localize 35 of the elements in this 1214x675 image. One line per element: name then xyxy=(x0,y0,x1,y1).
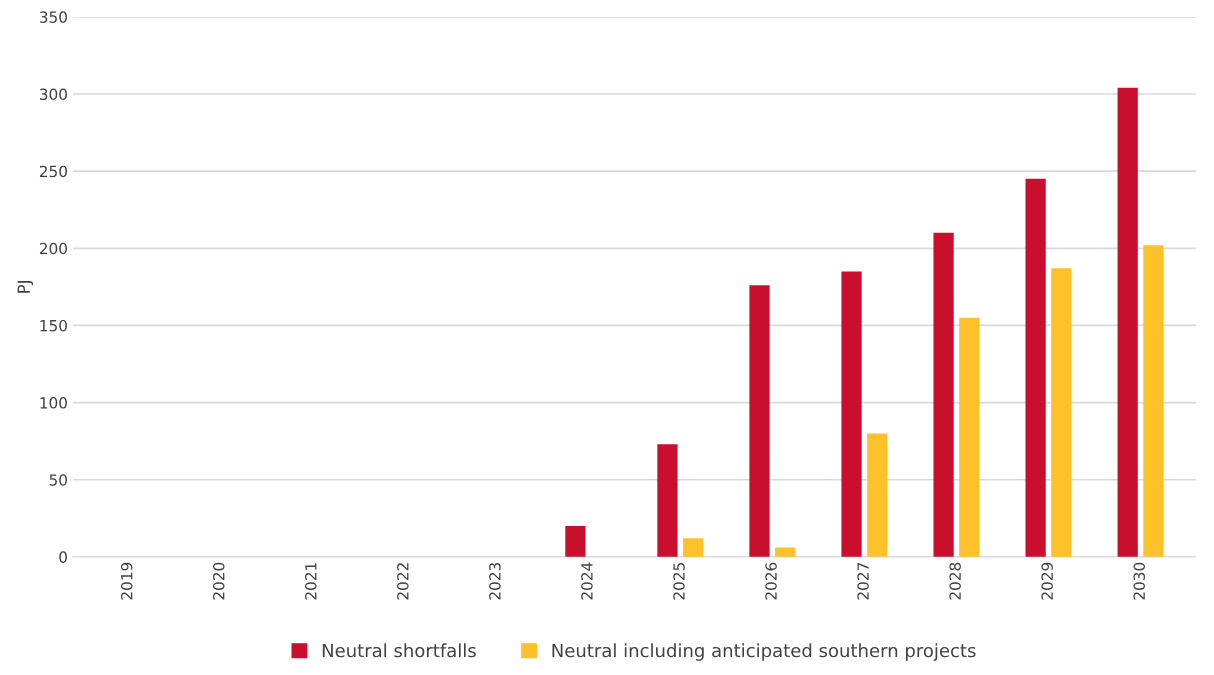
bar xyxy=(1117,87,1138,557)
x-tick-label: 2022 xyxy=(397,563,409,600)
y-tick-label: 200 xyxy=(39,242,67,255)
x-tick-label: 2023 xyxy=(489,562,501,600)
x-tick-label: 2030 xyxy=(1133,562,1145,600)
bar xyxy=(1025,178,1046,557)
bar xyxy=(683,538,704,557)
x-tick-label: 2019 xyxy=(120,562,133,600)
bar xyxy=(749,285,770,557)
bar xyxy=(959,317,980,557)
legend-label: Neutral shortfalls xyxy=(322,643,476,658)
x-tick-label: 2024 xyxy=(581,562,593,600)
bar xyxy=(565,526,586,557)
y-tick-label: 300 xyxy=(39,88,67,101)
y-tick-label: 50 xyxy=(49,474,67,486)
y-tick-label: 350 xyxy=(39,11,67,23)
x-tick-label: 2025 xyxy=(673,563,685,600)
x-tick-label: 2028 xyxy=(949,562,961,600)
y-tick-label: 0 xyxy=(59,551,67,563)
y-axis-title: PJ xyxy=(17,281,34,293)
x-tick-label: 2021 xyxy=(305,563,317,600)
y-tick-label: 100 xyxy=(40,397,67,409)
bar xyxy=(867,433,888,557)
legend-label: Neutral including anticipated southern projects xyxy=(552,643,976,661)
x-tick-label: 2029 xyxy=(1041,562,1053,600)
x-tick-label: 2027 xyxy=(857,563,869,600)
y-tick-label: 250 xyxy=(39,165,67,178)
bar xyxy=(933,232,954,557)
bar xyxy=(841,271,862,557)
bar xyxy=(1051,268,1072,557)
x-tick-label: 2020 xyxy=(212,562,225,600)
y-tick-label: 150 xyxy=(40,319,67,332)
bar xyxy=(657,444,678,557)
bar xyxy=(1143,245,1164,557)
x-tick-label: 2026 xyxy=(765,562,777,600)
